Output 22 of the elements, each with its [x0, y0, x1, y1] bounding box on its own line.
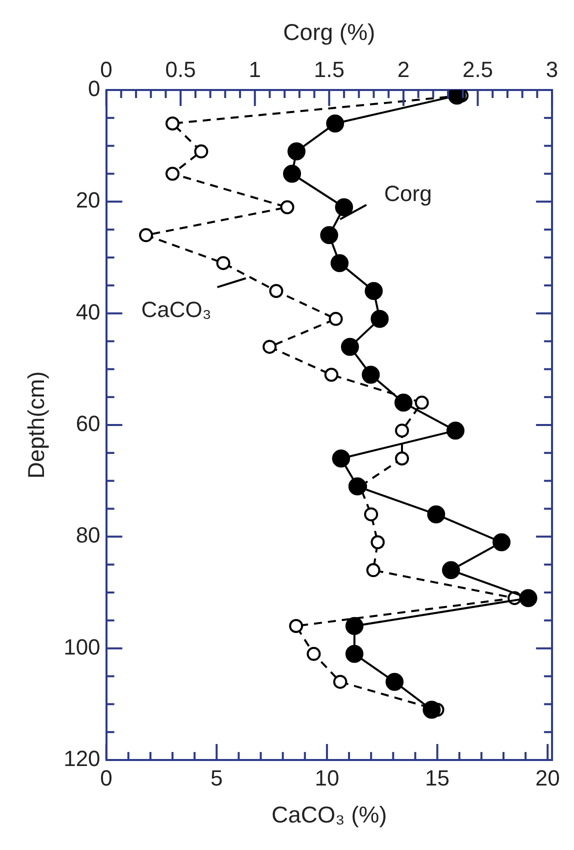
x2-tick-label: 1.5 — [314, 56, 344, 82]
y-tick-label: 80 — [76, 522, 100, 548]
x-tick-label: 10 — [314, 765, 340, 790]
x2-tick-label: 2 — [397, 56, 410, 82]
y-tick-label: 0 — [88, 76, 100, 102]
x2-tick-label: 2.5 — [462, 56, 494, 82]
y-tick-label: 120 — [64, 746, 100, 772]
series-label: CaCO₃ — [141, 297, 212, 322]
x-tick-label: 20 — [535, 765, 560, 790]
x-tick-label: 5 — [210, 765, 223, 790]
y-tick-label: 60 — [76, 411, 100, 436]
series-label: Corg — [384, 181, 432, 206]
y-axis-title: Depth(cm) — [23, 371, 50, 479]
y-tick-label: 40 — [76, 299, 100, 324]
y-tick-label: 20 — [76, 188, 100, 213]
x2-axis-title: Corg (%) — [283, 19, 376, 46]
x-axis-title: CaCO₃ (%) — [271, 802, 387, 828]
y-tick-label: 100 — [64, 634, 100, 660]
x2-tick-label: 1 — [248, 56, 262, 82]
x2-tick-label: 3 — [546, 56, 558, 82]
x-tick-label: 15 — [425, 765, 450, 790]
x2-tick-label: 0.5 — [165, 56, 196, 82]
